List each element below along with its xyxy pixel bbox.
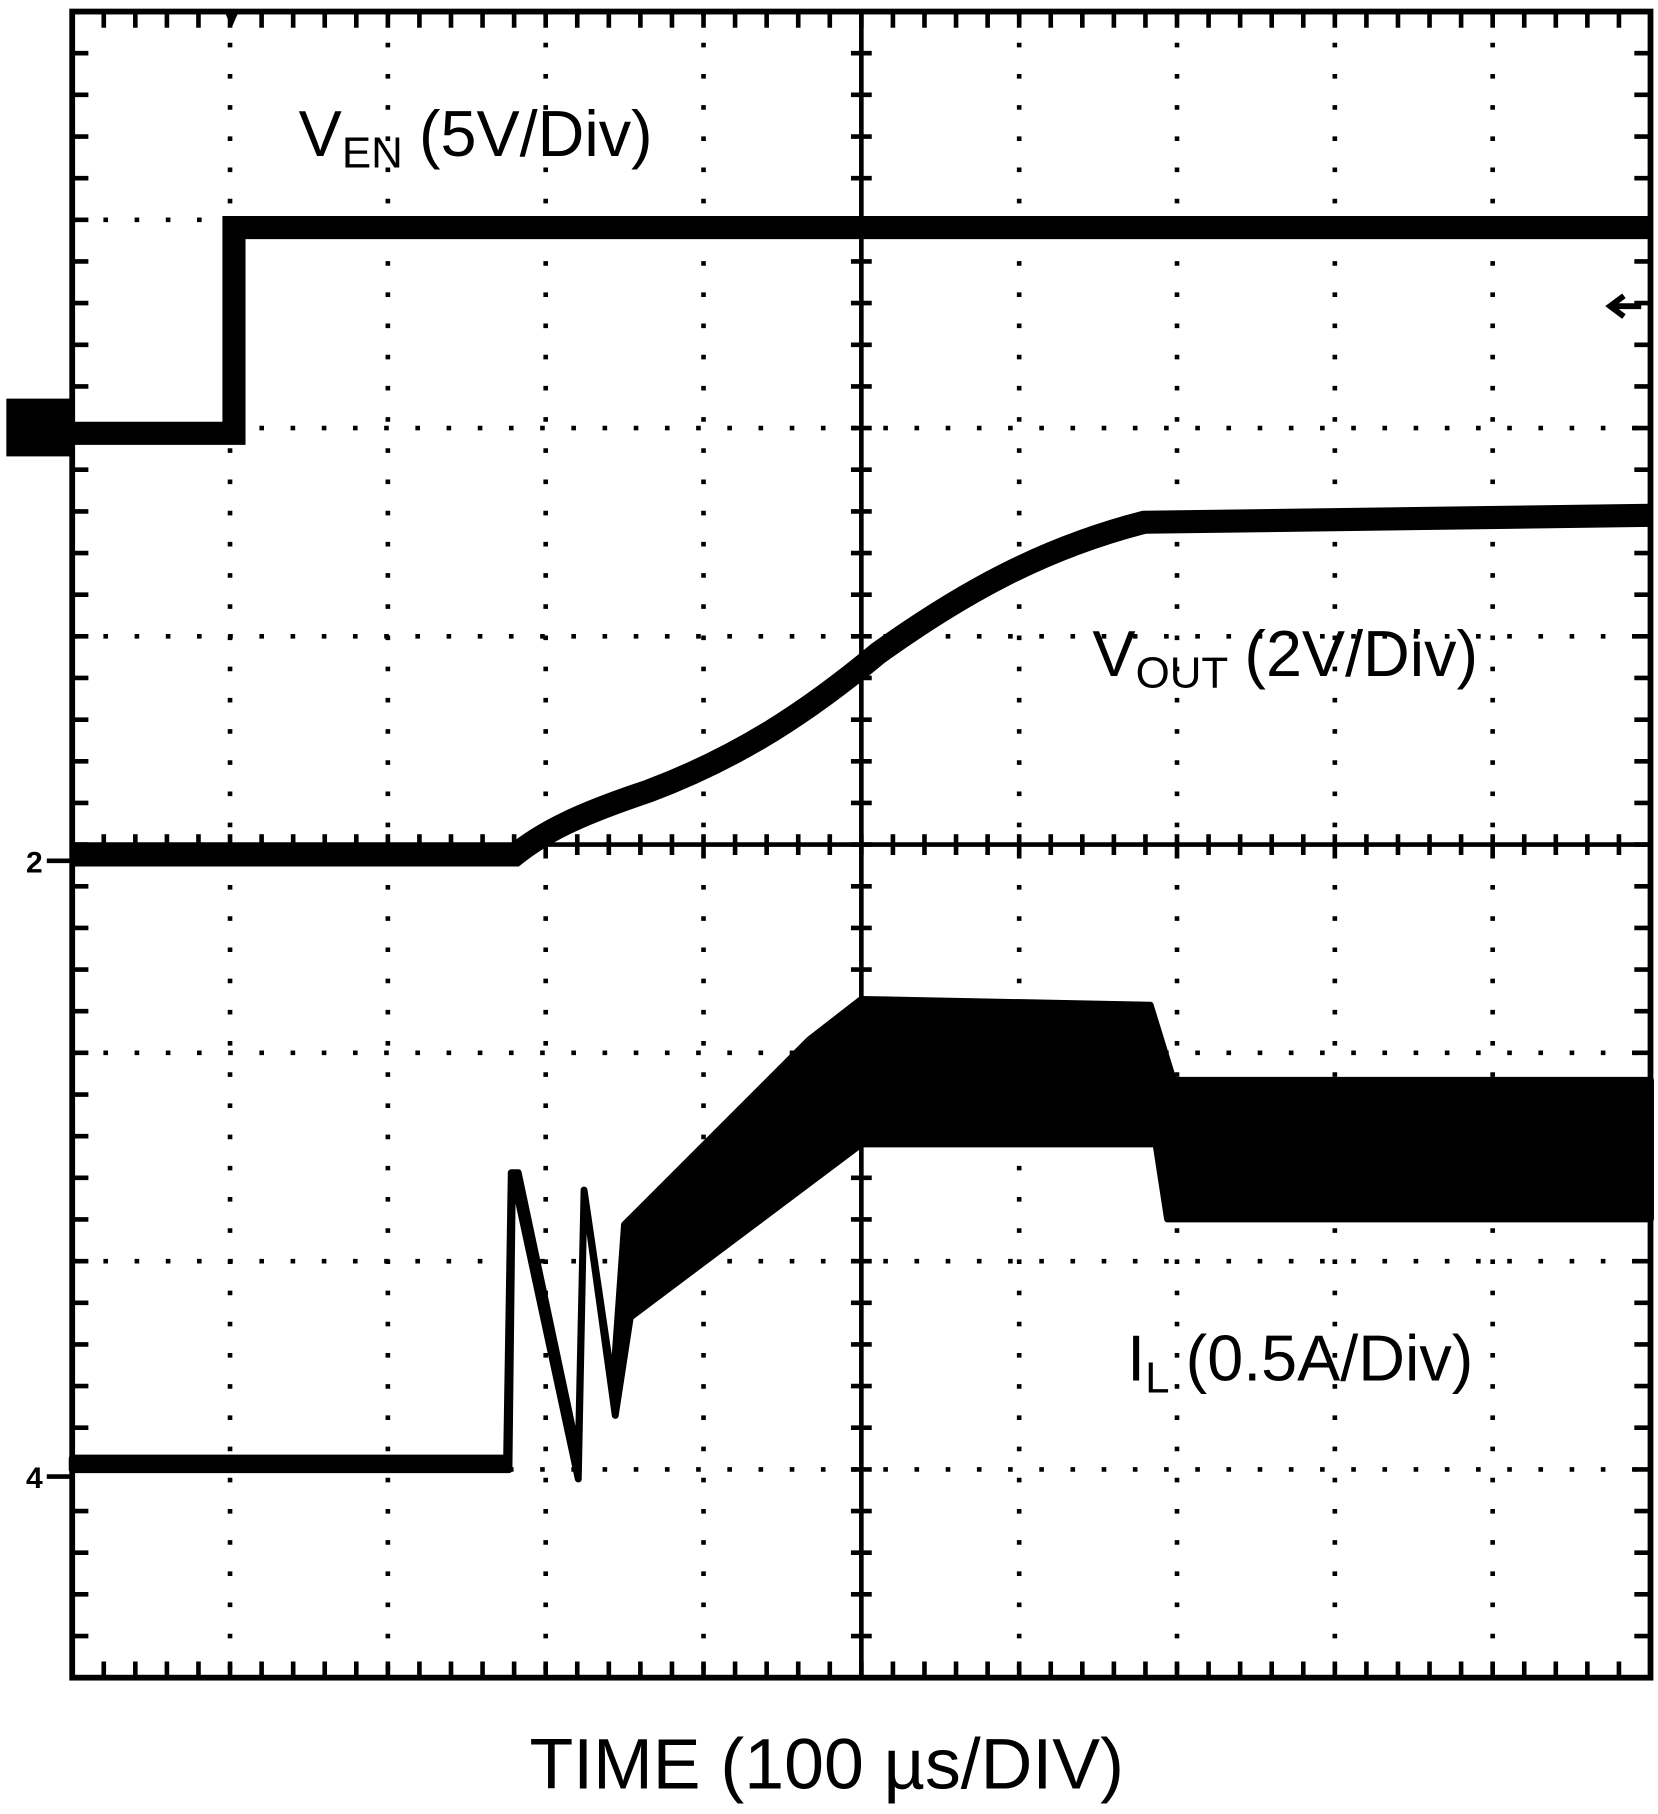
channel-marker: 2	[26, 846, 43, 879]
ven-trace	[72, 216, 1651, 445]
trigger-marker	[223, 9, 240, 28]
ven-label: VEN (5V/Div)	[299, 97, 653, 178]
vout-trace	[72, 503, 1651, 867]
frame	[69, 8, 1654, 1681]
vout-label: VOUT (2V/Div)	[1092, 617, 1478, 698]
trigger-level-marker	[1605, 293, 1642, 319]
il-label: IL (0.5A/Div)	[1127, 1322, 1473, 1403]
channel-1-marker	[6, 398, 73, 457]
channel-marker: 4	[26, 1462, 43, 1495]
il-trace	[68, 995, 1654, 1483]
x-axis-label: TIME (100 µs/DIV)	[529, 1725, 1123, 1805]
